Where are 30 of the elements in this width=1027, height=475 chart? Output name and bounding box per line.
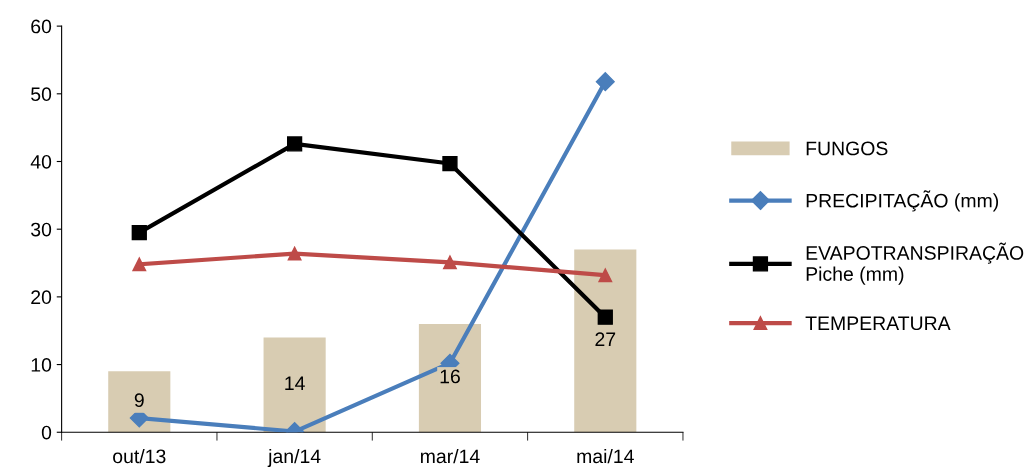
y-tick-label: 0 (41, 425, 52, 440)
data-label: 16 (440, 369, 460, 384)
y-tick-label: 40 (30, 154, 52, 169)
point (132, 257, 147, 272)
legend-label: PRECIPITAÇÃO (mm) (806, 190, 999, 212)
y-tick-label: 10 (31, 358, 52, 372)
point (597, 309, 613, 325)
x-tick-label: out/13 (113, 448, 166, 464)
y-tick-label: 50 (31, 87, 52, 102)
legend-label: EVAPOTRANSPIRAÇÃO Piche (mm) (806, 242, 1024, 285)
point (287, 246, 302, 261)
point (286, 136, 303, 152)
data-label: 27 (595, 332, 616, 346)
data-label: 14 (285, 376, 305, 390)
y-tick-label: 20 (31, 290, 52, 305)
point (595, 72, 615, 92)
x-tick-label: mar/14 (420, 448, 480, 464)
legend-label: TEMPERATURA (805, 316, 951, 331)
point (131, 224, 147, 241)
bar (574, 249, 637, 433)
data-label: 9 (134, 393, 144, 408)
x-tick-label: mai/14 (577, 448, 634, 464)
y-tick-label: 30 (31, 222, 52, 237)
point (443, 255, 457, 270)
point (598, 268, 613, 283)
point (442, 155, 458, 172)
x-tick-label: jan/14 (267, 448, 321, 468)
y-tick-label: 60 (31, 19, 52, 34)
bar (263, 337, 326, 433)
legend-label: FUNGOS (806, 141, 888, 156)
